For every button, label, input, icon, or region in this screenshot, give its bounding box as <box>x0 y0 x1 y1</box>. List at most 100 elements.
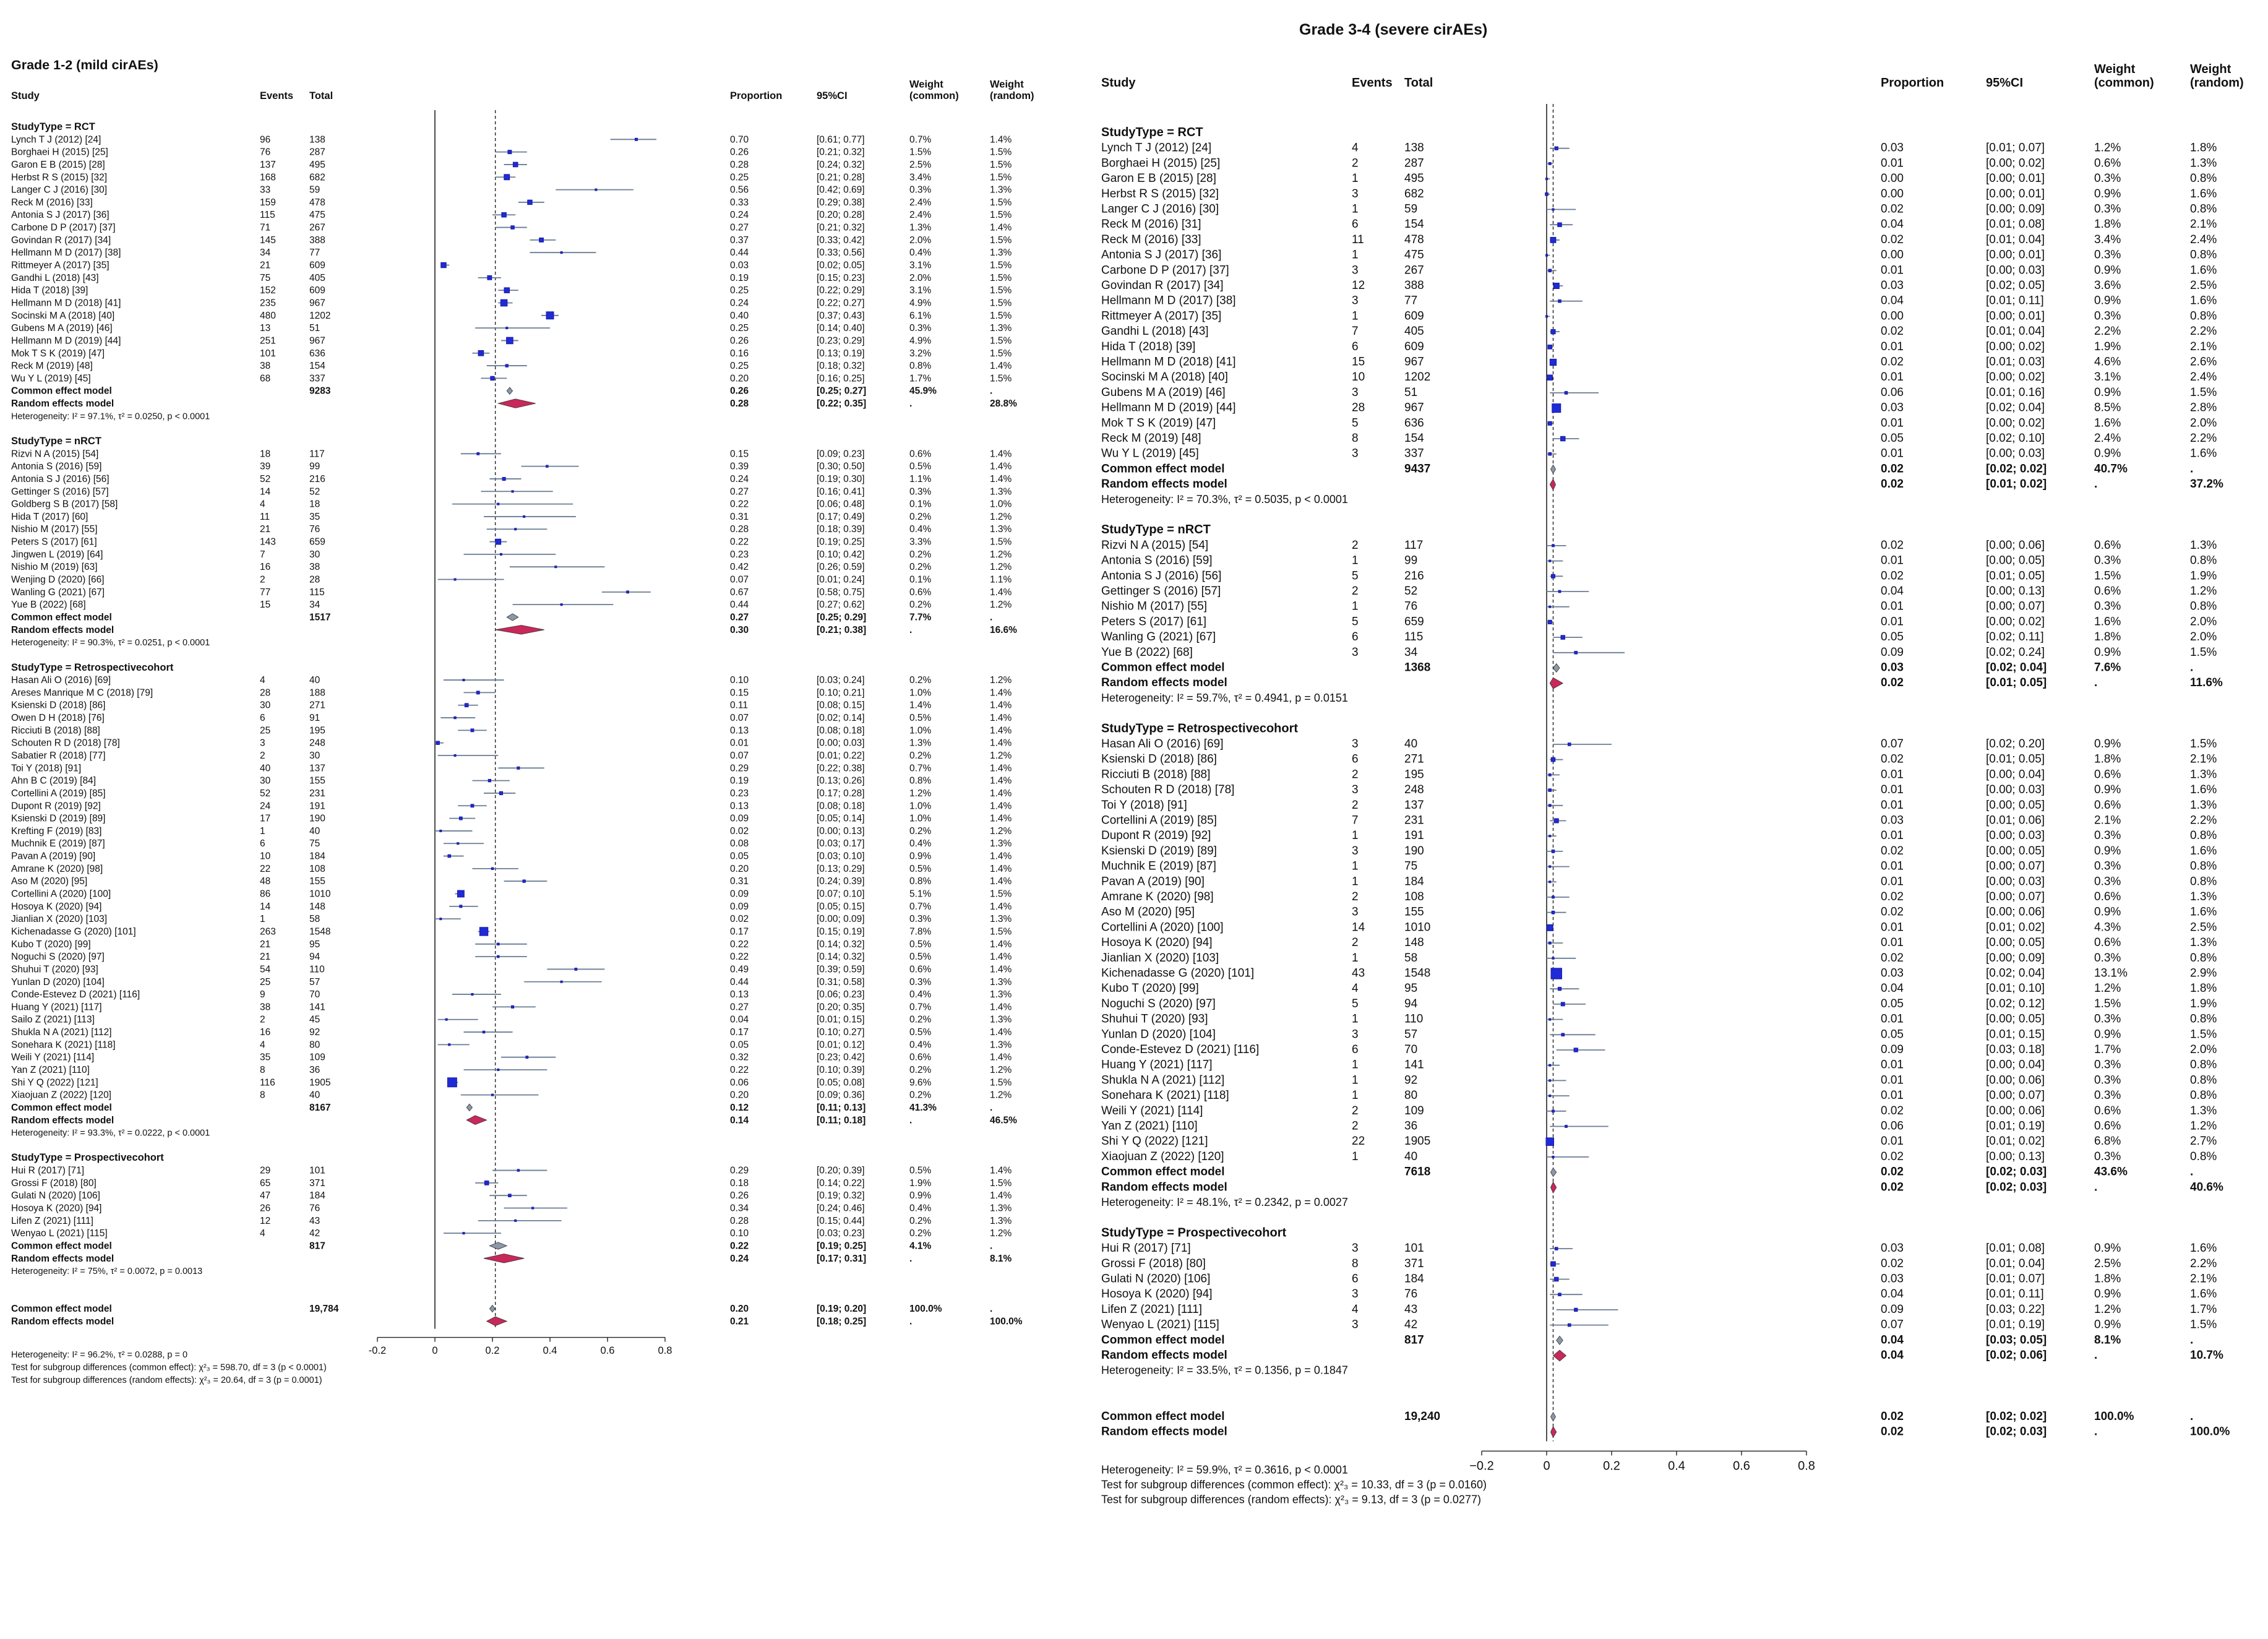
study-label: Shukla N A (2021) [112] <box>11 1027 112 1038</box>
ci-value: [0.05; 0.08] <box>817 1077 865 1088</box>
ci-value: [0.02; 0.03] <box>1986 1181 2047 1194</box>
common-effect-label: Common effect model <box>1101 462 1225 475</box>
total-value: 682 <box>1404 187 1424 200</box>
common-effect-diamond <box>1550 1412 1556 1422</box>
total-value: 1202 <box>1404 371 1430 384</box>
study-label: Schouten R D (2018) [78] <box>11 738 120 749</box>
proportion-value: 0.25 <box>730 285 749 296</box>
weight-common-value: 8.1% <box>2094 1333 2121 1346</box>
weight-random-value: 1.5% <box>990 335 1012 346</box>
events-value: 115 <box>260 210 275 220</box>
events-value: 3 <box>260 738 265 749</box>
ci-value: [0.18; 0.39] <box>817 524 865 535</box>
study-effect-box <box>507 150 512 155</box>
random-effects-diamond <box>466 1115 488 1125</box>
weight-random-value: 1.4% <box>990 876 1012 887</box>
total-value: 495 <box>309 160 325 170</box>
study-effect-box <box>500 299 508 307</box>
random-effects-diamond <box>495 625 544 635</box>
proportion-value: 0.01 <box>1881 875 1904 888</box>
ci-value: [0.00; 0.13] <box>1986 585 2045 598</box>
events-value: 1 <box>260 826 265 837</box>
total-value: 682 <box>309 172 325 183</box>
study-label: Antonia S J (2017) [36] <box>11 210 110 220</box>
ci-value: [0.02; 0.04] <box>1986 402 2045 415</box>
ci-value: [0.01; 0.08] <box>1986 1242 2045 1255</box>
events-value: 6 <box>1352 1273 1359 1286</box>
weight-common-value: 0.3% <box>2094 1073 2121 1086</box>
study-label: Gubens M A (2019) [46] <box>1101 386 1226 399</box>
study-label: Sonehara K (2021) [118] <box>11 1039 116 1050</box>
study-label: Nishio M (2017) [55] <box>11 524 98 535</box>
ci-value: [0.00; 0.01] <box>1986 249 2045 262</box>
total-value: 7618 <box>1404 1166 1430 1179</box>
proportion-value: 0.27 <box>730 223 749 233</box>
ci-value: [0.02; 0.02] <box>1986 1410 2047 1423</box>
weight-common-value: 0.9% <box>2094 447 2121 460</box>
weight-random-value: 1.5% <box>990 298 1012 308</box>
study-label: Shukla N A (2021) [112] <box>1101 1073 1224 1086</box>
weight-common-value: 0.3% <box>909 914 932 924</box>
proportion-value: 0.42 <box>730 562 749 572</box>
study-effect-box <box>495 538 502 545</box>
total-value: 137 <box>309 763 325 773</box>
study-effect-box <box>1567 742 1571 746</box>
weight-common-value: 100.0% <box>2094 1410 2134 1423</box>
study-effect-box <box>457 842 460 845</box>
total-value: 95 <box>1404 982 1417 995</box>
total-value: 52 <box>1404 585 1417 598</box>
study-effect-box <box>523 515 526 518</box>
ci-value: [0.15; 0.23] <box>817 273 865 283</box>
ci-value: [0.02; 0.04] <box>1986 967 2045 980</box>
subgroup-header: StudyType = Retrospectivecohort <box>1101 721 1298 735</box>
ci-value: [0.01; 0.04] <box>1986 325 2045 338</box>
total-value: 109 <box>309 1052 325 1063</box>
weight-random-value: 2.2% <box>2190 432 2217 445</box>
study-effect-box <box>1549 1095 1552 1098</box>
total-value: 1368 <box>1404 661 1430 674</box>
study-effect-box <box>1552 403 1561 413</box>
study-label: Dupont R (2019) [92] <box>11 801 101 811</box>
weight-common-value: 2.5% <box>2094 1257 2121 1270</box>
events-value: 2 <box>1352 157 1359 170</box>
forest-panel-2: Grade 3-4 (severe cirAEs) Study Events Tota… <box>1101 21 2244 1505</box>
weight-random-value: 1.3% <box>990 486 1012 497</box>
ci-value: [0.14; 0.32] <box>817 952 865 962</box>
random-effects-label: Random effects model <box>11 398 114 409</box>
ci-value: [0.02; 0.11] <box>1986 630 2044 643</box>
weight-common-value: 0.2% <box>909 1065 932 1075</box>
total-value: 155 <box>309 776 325 786</box>
weight-random-value: 1.4% <box>990 361 1012 371</box>
total-value: 231 <box>309 788 325 799</box>
total-value: 34 <box>1404 646 1418 659</box>
events-value: 28 <box>1352 402 1365 415</box>
x-axis-tick-label: 0.2 <box>486 1345 500 1356</box>
random-effects-diamond <box>1550 1181 1557 1194</box>
total-value: 478 <box>1404 233 1424 246</box>
weight-random-value: 1.9% <box>2190 569 2217 582</box>
study-effect-box <box>1574 1307 1578 1312</box>
events-value: 2 <box>1352 936 1359 949</box>
study-effect-box <box>525 1056 529 1059</box>
study-label: Peters S (2017) [61] <box>1101 615 1206 628</box>
ci-value: [0.23; 0.29] <box>817 335 865 346</box>
weight-random-value: 8.1% <box>990 1254 1012 1264</box>
weight-random-value: 1.3% <box>990 977 1012 987</box>
total-value: 495 <box>1404 172 1424 185</box>
study-label: Reck M (2016) [33] <box>1101 233 1201 246</box>
weight-common-value: 0.2% <box>909 600 932 610</box>
events-value: 4 <box>260 675 265 686</box>
proportion-value: 0.01 <box>1881 1135 1904 1148</box>
events-value: 3 <box>1352 447 1359 460</box>
x-axis-tick-label: 0.4 <box>1668 1459 1685 1473</box>
total-value: 154 <box>1404 432 1424 445</box>
study-effect-box <box>511 490 514 493</box>
study-effect-box <box>499 553 502 556</box>
random-effects-label: Random effects model <box>11 1115 114 1125</box>
subgroup-header: StudyType = Retrospectivecohort <box>11 662 174 673</box>
total-value: 967 <box>1404 356 1424 369</box>
proportion-value: 0.02 <box>1881 1166 1904 1179</box>
weight-common-value: 0.5% <box>909 952 932 962</box>
column-header-weight-random-sub: (random) <box>2190 76 2244 90</box>
study-effect-box <box>471 993 474 996</box>
